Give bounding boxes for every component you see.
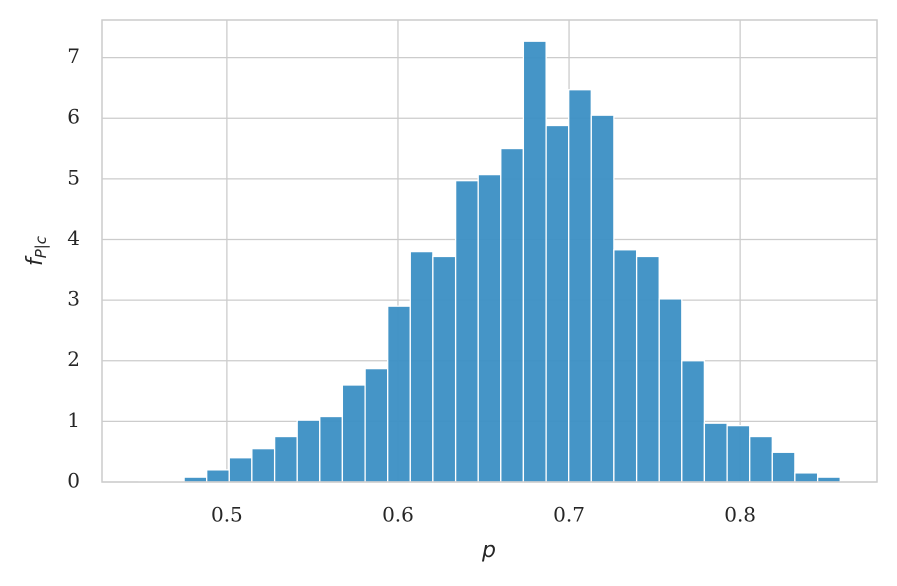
x-axis-label: p xyxy=(481,538,496,563)
bar xyxy=(703,422,728,483)
y-axis-label-subscript: P|c xyxy=(32,235,50,258)
bar xyxy=(749,435,773,483)
bar xyxy=(319,415,344,483)
bar xyxy=(568,89,592,483)
y-tick-label: 6 xyxy=(67,105,80,129)
y-tick-label: 1 xyxy=(67,408,80,432)
bar xyxy=(364,367,389,483)
bar xyxy=(296,419,321,483)
bar xyxy=(726,424,751,483)
x-tick-label: 0.6 xyxy=(382,503,414,527)
bar xyxy=(545,124,570,483)
bar xyxy=(387,305,411,483)
bar xyxy=(341,384,366,483)
y-axis-label: fP|c xyxy=(23,235,50,266)
bar xyxy=(228,457,253,483)
bar xyxy=(432,255,457,483)
x-tick-label: 0.7 xyxy=(553,503,585,527)
y-tick-label: 2 xyxy=(67,347,80,371)
bar xyxy=(590,114,615,483)
bar xyxy=(522,40,547,483)
x-tick-label: 0.8 xyxy=(724,503,756,527)
bar xyxy=(454,180,479,483)
bar xyxy=(771,451,796,483)
y-tick-label: 4 xyxy=(67,226,80,250)
bar xyxy=(500,147,525,483)
y-tick-label: 5 xyxy=(67,165,80,189)
bar xyxy=(477,173,502,483)
y-tick-label: 3 xyxy=(67,287,80,311)
bar xyxy=(409,250,434,483)
y-tick-label: 7 xyxy=(67,44,80,68)
bar xyxy=(681,360,706,483)
bar xyxy=(251,448,276,483)
x-tick-label: 0.5 xyxy=(211,503,243,527)
y-tick-label: 0 xyxy=(67,469,80,493)
bar xyxy=(794,472,819,483)
bar xyxy=(273,435,298,483)
y-axis-label-main: f xyxy=(23,255,48,266)
plot-frame xyxy=(101,19,878,483)
bar xyxy=(206,469,230,483)
bar xyxy=(635,255,660,483)
bar xyxy=(658,298,683,483)
bar xyxy=(613,249,638,483)
